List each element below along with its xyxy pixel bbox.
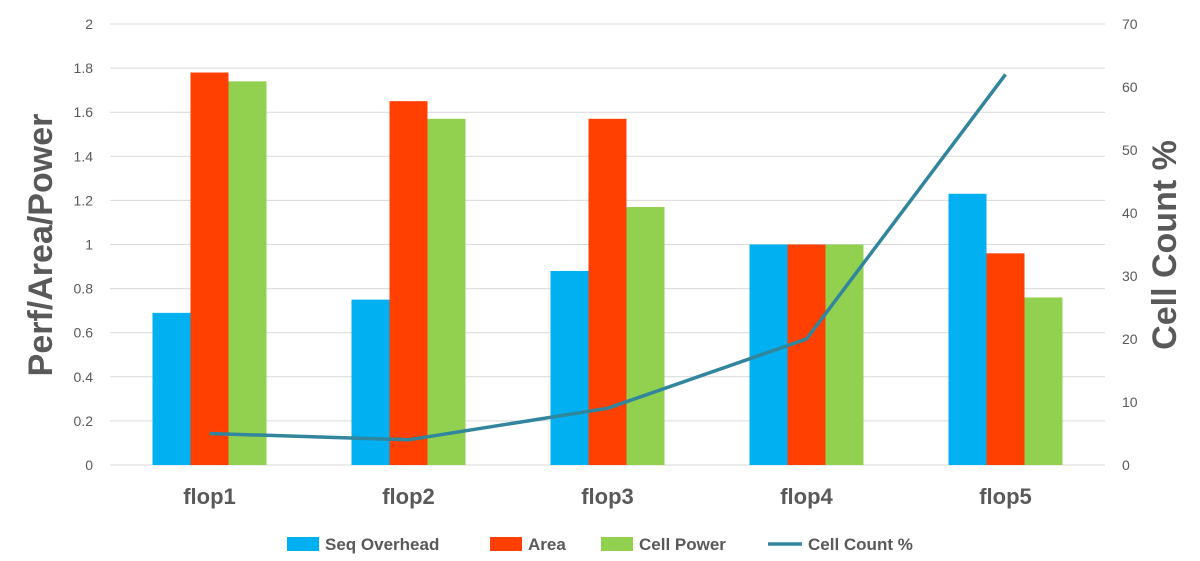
bar-area xyxy=(389,101,428,466)
y-tick-label: 0.6 xyxy=(74,325,94,341)
line-series xyxy=(209,73,1007,442)
bar-area xyxy=(190,72,229,465)
y-tick-label: 2 xyxy=(85,16,93,32)
y-tick-label: 1.2 xyxy=(74,192,94,208)
legend-label: Cell Power xyxy=(639,535,726,554)
y2-tick-label: 40 xyxy=(1122,205,1138,221)
legend-label: Area xyxy=(528,535,566,554)
right-axis-title: Cell Count % xyxy=(1146,140,1184,350)
y2-tick-label: 0 xyxy=(1122,457,1130,473)
y-tick-label: 1.8 xyxy=(74,60,94,76)
line-cell-count- xyxy=(209,73,1007,442)
bar-cell-power xyxy=(228,81,267,465)
x-tick-label: flop2 xyxy=(382,484,435,509)
y2-tick-label: 50 xyxy=(1122,142,1138,158)
y-tick-label: 1.6 xyxy=(74,104,94,120)
left-axis-ticks: 0 0.2 0.4 0.6 0.8 1 1.2 1.4 1.6 1.8 2 xyxy=(74,16,94,473)
y-tick-label: 0.4 xyxy=(74,369,94,385)
bar-seq-overhead xyxy=(749,244,788,465)
legend-swatch xyxy=(490,537,522,551)
y2-tick-label: 60 xyxy=(1122,79,1138,95)
legend-label: Seq Overhead xyxy=(325,535,439,554)
y-tick-label: 0 xyxy=(85,457,93,473)
x-tick-label: flop4 xyxy=(780,484,833,509)
y-tick-label: 0.8 xyxy=(74,281,94,297)
x-tick-label: flop3 xyxy=(581,484,634,509)
bar-seq-overhead xyxy=(550,270,589,465)
y2-tick-label: 30 xyxy=(1122,268,1138,284)
x-tick-label: flop1 xyxy=(183,484,236,509)
y-tick-label: 1.4 xyxy=(74,148,94,164)
x-tick-label: flop5 xyxy=(979,484,1032,509)
legend-label: Cell Count % xyxy=(808,535,913,554)
legend-swatch xyxy=(601,537,633,551)
y2-tick-label: 20 xyxy=(1122,331,1138,347)
y2-tick-label: 70 xyxy=(1122,16,1138,32)
bar-seq-overhead xyxy=(948,193,987,465)
left-axis-title: Perf/Area/Power xyxy=(22,114,60,377)
bar-area xyxy=(787,244,826,465)
legend-swatch xyxy=(287,537,319,551)
bar-cell-power xyxy=(427,118,466,465)
right-axis-ticks: 0 10 20 30 40 50 60 70 xyxy=(1122,16,1138,473)
bar-cell-power xyxy=(825,244,864,465)
legend: Seq Overhead Area Cell Power Cell Count % xyxy=(287,535,913,554)
bars xyxy=(152,72,1063,466)
bar-seq-overhead xyxy=(152,312,191,465)
bar-cell-power xyxy=(626,207,665,465)
bar-cell-power xyxy=(1024,297,1063,465)
x-axis-ticks: flop1 flop2 flop3 flop4 flop5 xyxy=(183,484,1032,509)
y-tick-label: 0.2 xyxy=(74,413,94,429)
y-tick-label: 1 xyxy=(85,237,93,253)
y2-tick-label: 10 xyxy=(1122,394,1138,410)
bar-area xyxy=(986,253,1025,465)
bar-area xyxy=(588,118,627,465)
